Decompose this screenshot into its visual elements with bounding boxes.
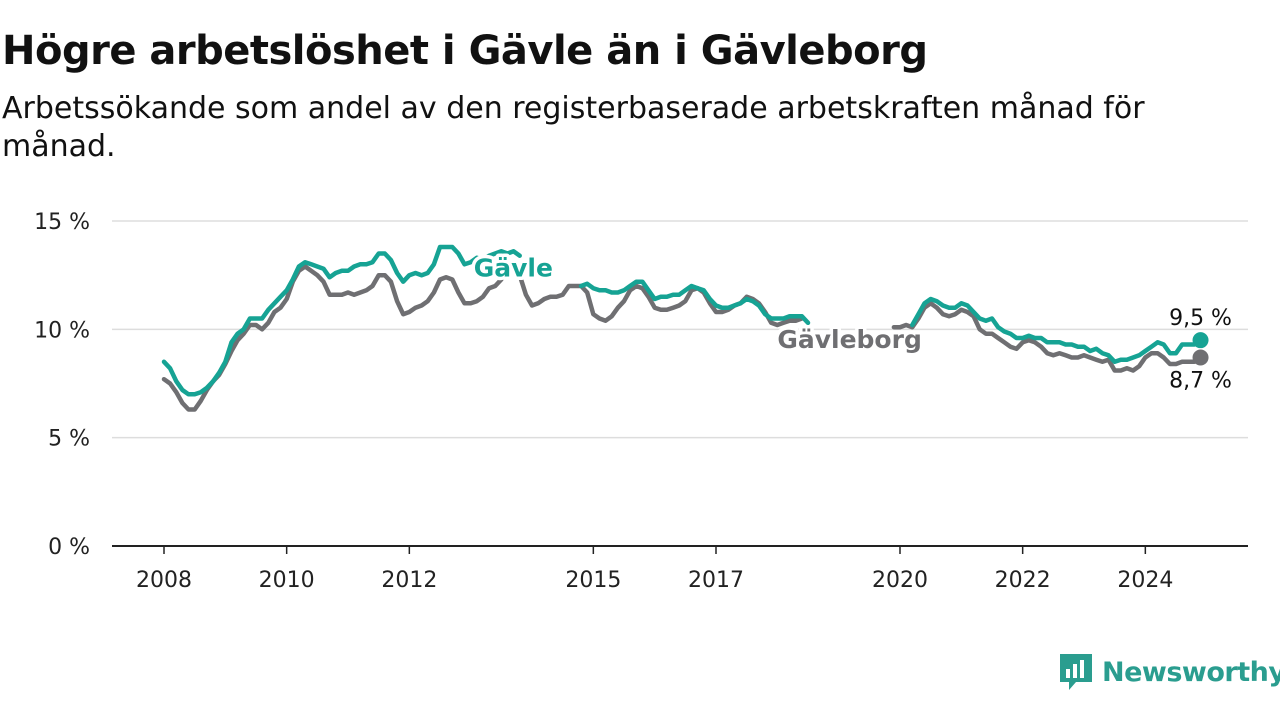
y-tick-label: 0 % [48, 535, 90, 560]
series-line-gavle [910, 296, 1203, 365]
series-line-gavle [161, 244, 522, 397]
x-tick-label: 2010 [259, 568, 315, 593]
series-line-gavleborg [891, 301, 1203, 373]
x-tick-label: 2008 [136, 568, 192, 593]
series-line-gavle [578, 279, 811, 326]
x-tick-label: 2024 [1117, 568, 1173, 593]
y-tick-label: 15 % [34, 210, 90, 235]
x-tick-label: 2017 [688, 568, 744, 593]
end-value-label-gavleborg: 8,7 % [1169, 369, 1232, 394]
series-lines [161, 244, 1209, 412]
end-marker-gavle [1192, 332, 1209, 349]
x-tick-label: 2020 [872, 568, 928, 593]
newsworthy-logo-icon [1060, 654, 1092, 690]
newsworthy-logo: Newsworthy [1058, 652, 1280, 692]
series-line-gavleborg [161, 264, 504, 412]
series-name-gavle: Gävle [474, 253, 553, 282]
x-tick-label: 2022 [995, 568, 1051, 593]
annotations: 9,5 % 8,7 % Gävle Gävleborg [470, 250, 1232, 394]
axes: 0 % 5 % 10 % 15 % 2008 2010 2012 2015 2017 2020 20… [34, 210, 1248, 593]
series-name-gavleborg: Gävleborg [777, 325, 922, 354]
end-marker-gavleborg [1192, 349, 1209, 366]
chart-title: Högre arbetslöshet i Gävle än i Gävlebor… [2, 28, 928, 74]
y-tick-label: 10 % [34, 318, 90, 343]
y-tick-label: 5 % [48, 427, 90, 452]
end-value-label-gavle: 9,5 % [1169, 306, 1232, 331]
chart-subtitle: Arbetssökande som andel av den registerb… [2, 91, 1145, 164]
series-line-gavleborg [517, 272, 805, 328]
gridlines [112, 220, 1248, 439]
x-tick-label: 2015 [565, 568, 621, 593]
x-tick-label: 2012 [381, 568, 437, 593]
brand-name: Newsworthy [1102, 656, 1280, 688]
